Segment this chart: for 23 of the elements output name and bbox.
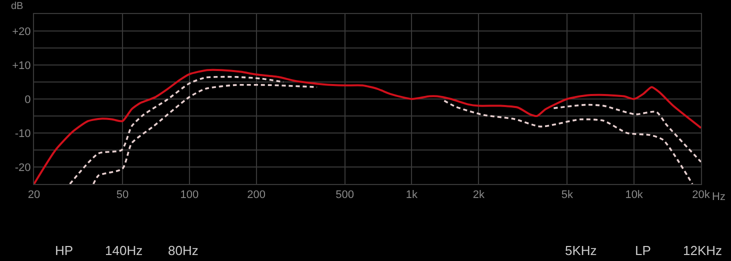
x-tick-label: 200	[247, 189, 266, 202]
x-tick-label: 1k	[406, 189, 418, 202]
text: LP	[635, 243, 651, 258]
text: 140Hz	[105, 243, 143, 258]
x-tick-label: 10k	[625, 189, 644, 202]
y-tick-label: +20	[12, 26, 31, 38]
text: HP	[55, 243, 74, 258]
y-tick-label: -20	[14, 162, 31, 174]
x-tick-label: 20	[28, 189, 40, 202]
text: 5KHz	[565, 243, 597, 258]
text: 80Hz	[168, 243, 198, 258]
x-tick-label: 2k	[472, 189, 485, 202]
x-tick-label: 5k	[561, 189, 574, 202]
text: 12KHz	[683, 243, 722, 258]
y-tick-label: -10	[14, 128, 31, 140]
x-tick-label: 20k	[692, 189, 710, 202]
y-axis-title: dB	[11, 1, 24, 12]
y-tick-label: +10	[12, 60, 31, 72]
x-axis-title: Hz	[712, 191, 726, 203]
x-tick-label: 500	[336, 189, 354, 202]
y-tick-label: 0	[24, 94, 31, 106]
x-tick-label: 100	[180, 189, 199, 202]
x-tick-label: 50	[116, 189, 129, 202]
